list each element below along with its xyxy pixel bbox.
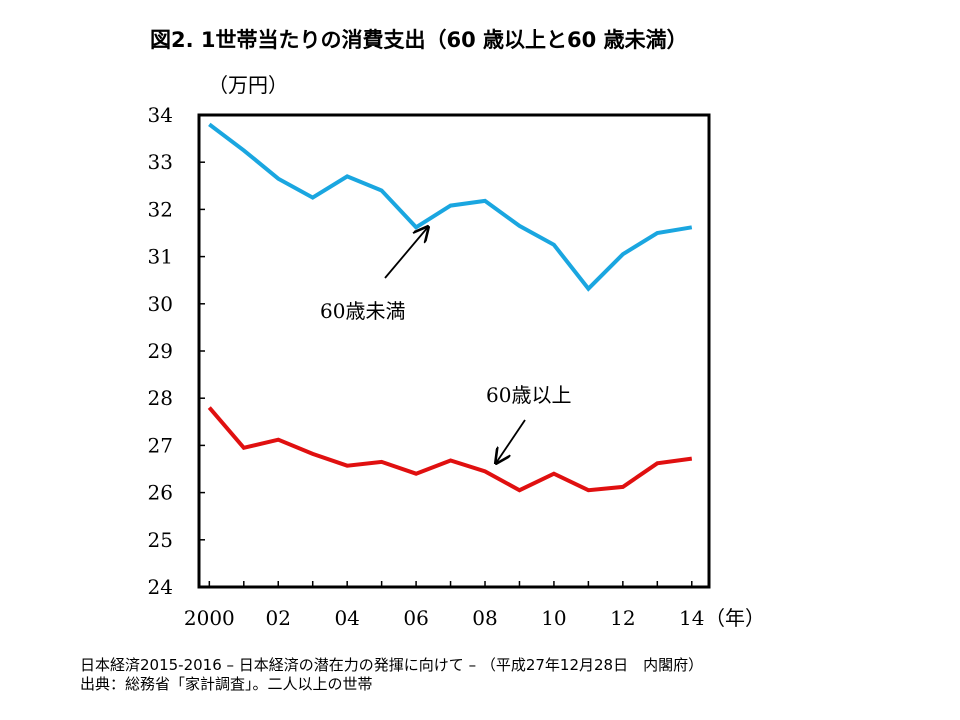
x-axis-unit-label: （年） [705, 606, 765, 630]
y-tick-label: 28 [148, 386, 173, 410]
y-tick-label: 24 [148, 575, 173, 599]
chart-title: 図2. 1世帯当たりの消費支出（60 歳以上と60 歳未満） [150, 28, 688, 52]
x-axis-ticks: 2000 02 04 06 08 10 12 14 [184, 581, 704, 630]
y-tick-label: 30 [148, 292, 173, 316]
footer-line-2: 出典：総務省「家計調査」。二人以上の世帯 [80, 675, 373, 693]
x-tick-label: 06 [403, 606, 428, 630]
y-tick-label: 31 [148, 245, 173, 269]
series-lines [207, 122, 693, 493]
y-tick-label: 32 [148, 197, 173, 221]
y-tick-label: 26 [148, 481, 173, 505]
annotation-label: 60歳以上 [486, 383, 571, 407]
y-tick-label: 34 [148, 103, 173, 127]
x-tick-label: 2000 [184, 606, 235, 630]
series-line-over-60 [207, 406, 693, 493]
annotation-label: 60歳未満 [320, 299, 405, 323]
y-tick-label: 27 [148, 433, 173, 457]
y-axis-unit-label: （万円） [208, 73, 288, 97]
y-tick-label: 33 [148, 150, 173, 174]
footer-line-1: 日本経済2015-2016 – 日本経済の潜在力の発揮に向けて – （平成27年… [80, 656, 704, 674]
x-tick-label: 12 [610, 606, 635, 630]
y-axis-ticks: 24 25 26 27 28 29 30 31 32 33 34 [148, 103, 205, 599]
x-tick-label: 10 [541, 606, 566, 630]
annotations: 60歳未満 60歳以上 [320, 227, 571, 463]
plot-frame [197, 113, 711, 589]
y-tick-label: 25 [148, 528, 173, 552]
annotation-arrow [496, 419, 526, 463]
x-tick-label: 08 [472, 606, 497, 630]
line-chart: （万円） （年） 24 25 26 27 28 29 30 31 32 33 34 2000 02 04… [148, 73, 765, 630]
y-tick-label: 29 [148, 339, 173, 363]
x-tick-label: 04 [334, 606, 359, 630]
x-tick-label: 02 [266, 606, 291, 630]
series-line-under-60 [208, 122, 693, 292]
annotation-arrow [384, 227, 428, 279]
x-tick-label: 14 [679, 606, 704, 630]
source-footer: 日本経済2015-2016 – 日本経済の潜在力の発揮に向けて – （平成27年… [80, 656, 940, 694]
